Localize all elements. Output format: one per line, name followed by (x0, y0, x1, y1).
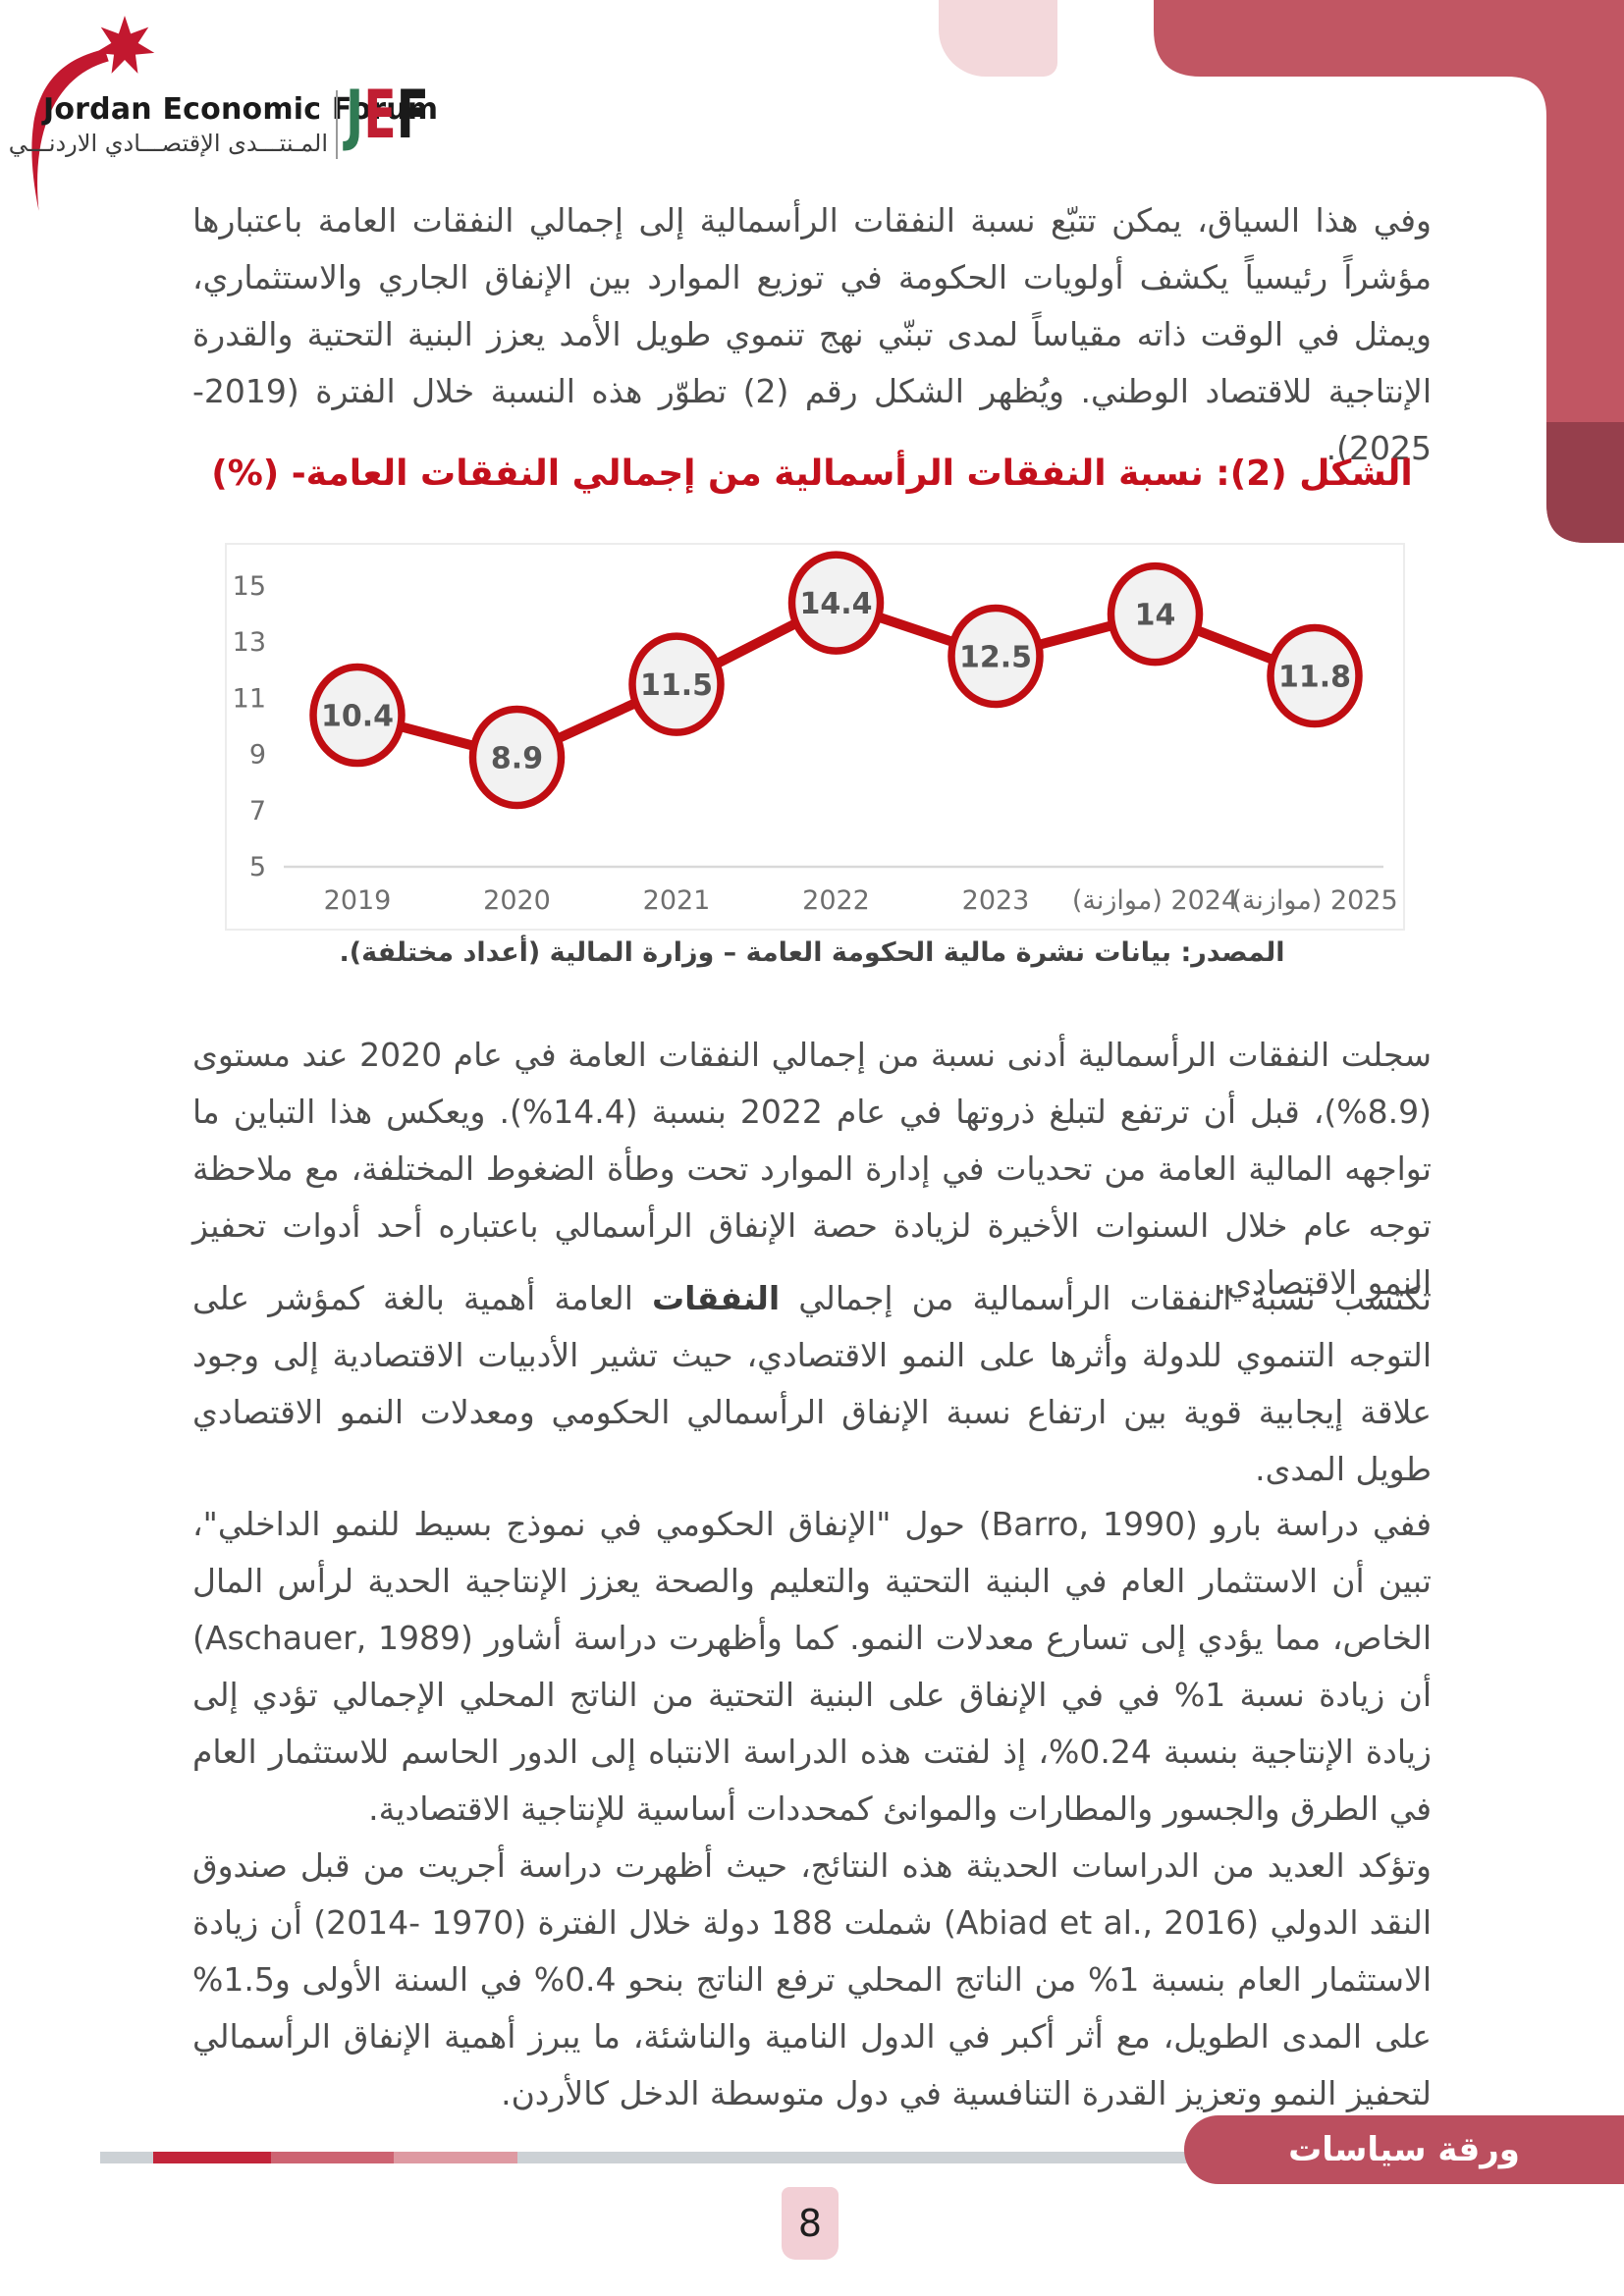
x-axis-category-label: 2023 (962, 885, 1030, 916)
paragraph-importance-part1: تكتسب نسبة النفقات الرأسمالية من إجمالي (780, 1279, 1432, 1317)
x-axis-category-label: 2019 (324, 885, 392, 916)
figure-chart: 15 13 11 9 7 5 10.4 8.9 11.5 14.4 12.5 14 11.8 2019 20… (225, 543, 1405, 931)
figure-title: الشكل (2): نسبة النفقات الرأسمالية من إج… (211, 454, 1413, 494)
logo-monogram: JEF (346, 82, 429, 149)
y-axis-tick-label: 7 (249, 796, 266, 827)
y-axis-tick-label: 13 (233, 627, 266, 658)
data-point-marker (1267, 623, 1363, 728)
paragraph-analysis: سجلت النفقات الرأسمالية أدنى نسبة من إجم… (192, 1036, 1433, 1302)
x-axis-category-label: 2025 (موازنة) (1231, 885, 1397, 916)
data-point-value-label: 14 (1135, 599, 1176, 633)
footer-rule-segment-mid (271, 2152, 394, 2163)
x-axis-category-label: 2021 (643, 885, 711, 916)
paragraph-importance-bold-word: النفقات (651, 1279, 781, 1317)
jef-star-icon (94, 16, 155, 74)
y-axis-tick-label: 11 (233, 683, 266, 714)
data-point-marker (309, 663, 406, 768)
data-point-value-label: 14.4 (799, 587, 872, 621)
data-point-marker (468, 705, 566, 810)
logo-letter-e: E (363, 77, 397, 154)
y-axis-tick-label: 9 (249, 740, 266, 771)
footer-rule-segment-dark (153, 2152, 271, 2163)
data-point-value-label: 8.9 (491, 741, 543, 775)
data-point-value-label: 11.8 (1278, 661, 1351, 695)
data-point-marker (1107, 561, 1204, 667)
logo-letter-f: F (396, 77, 430, 154)
paragraph-importance: تكتسب نسبة النفقات الرأسمالية من إجمالي … (192, 1270, 1432, 1498)
figure-source: المصدر: بيانات نشرة مالية الحكومة العامة… (339, 937, 1285, 968)
page-number-badge: 8 (782, 2187, 839, 2260)
data-point-value-label: 10.4 (321, 700, 394, 734)
jef-logo: Jordan Economic Forum المـنتـــدى الإقتص… (0, 0, 550, 255)
data-point-value-label: 12.5 (959, 641, 1032, 675)
page-number: 8 (797, 2202, 823, 2245)
y-axis-tick-label: 5 (249, 852, 266, 882)
figure-chart-svg: 15 13 11 9 7 5 10.4 8.9 11.5 14.4 12.5 14 11.8 2019 20… (233, 551, 1398, 916)
paragraph-importance-part2: العامة أهمية بالغة كمؤشر على التوجه التن… (192, 1279, 1432, 1488)
x-axis-category-label: 2022 (802, 885, 870, 916)
footer-rule-segment-light (394, 2152, 517, 2163)
logo-wordmark: Jordan Economic Forum (43, 92, 439, 127)
data-point-marker (628, 632, 725, 736)
x-axis-category-label: 2020 (483, 885, 551, 916)
paragraph-imf-study: وتؤكد العديد من الدراسات الحديثة هذه الن… (192, 1846, 1432, 2112)
document-type-badge: ورقة سياسات (1184, 2115, 1624, 2184)
corner-band-decoration (1154, 0, 1624, 543)
data-point-value-label: 11.5 (640, 668, 713, 703)
logo-separator (336, 90, 338, 159)
paragraph-barro-aschauer: ففي دراسة بارو (Barro, 1990) حول "الإنفا… (192, 1505, 1432, 1828)
corner-ribbon-pink (939, 0, 1057, 77)
y-axis-tick-label: 15 (233, 571, 266, 602)
paragraph-intro: وفي هذا السياق، يمكن تتبّع نسبة النفقات … (192, 201, 1433, 467)
x-axis-category-label: 2024 (موازنة) (1072, 885, 1238, 916)
corner-band-maroon-shape (1546, 422, 1624, 543)
document-type-badge-label: ورقة سياسات (1288, 2130, 1520, 2169)
logo-letter-j: J (346, 77, 364, 154)
data-point-marker (947, 604, 1044, 709)
data-point-marker (787, 551, 885, 655)
logo-arabic-name: المـنتـــدى الإقتصـــادي الاردنـــي (8, 130, 328, 157)
jef-swoosh-icon (31, 49, 109, 211)
